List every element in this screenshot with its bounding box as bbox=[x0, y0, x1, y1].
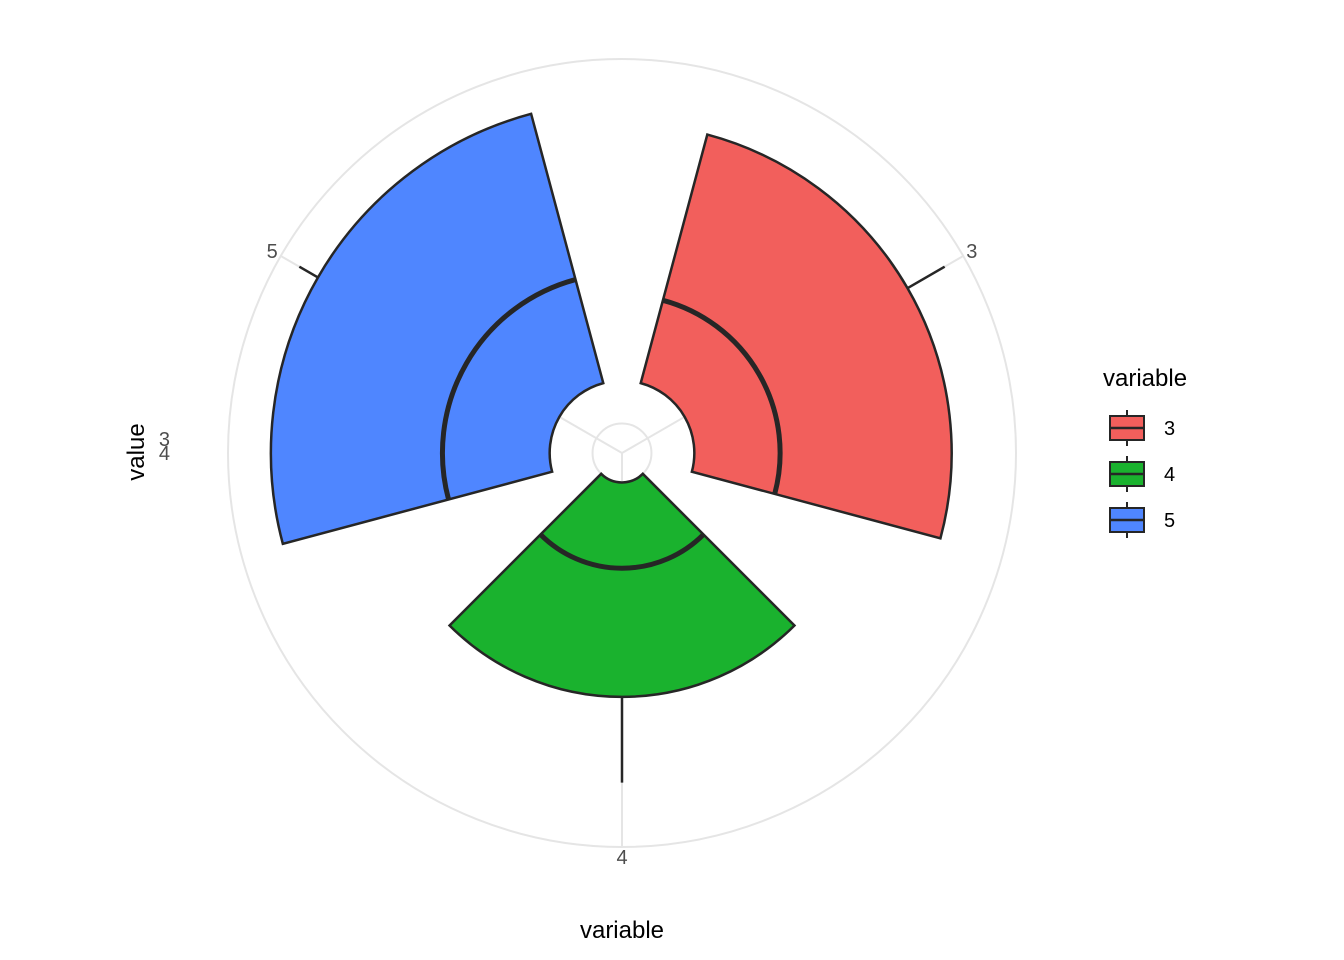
y-tick-label: 3 bbox=[159, 429, 170, 451]
y-axis-title: value bbox=[123, 423, 150, 480]
legend-label: 3 bbox=[1164, 418, 1175, 440]
box-4 bbox=[447, 472, 797, 783]
legend-label: 4 bbox=[1164, 464, 1175, 486]
box-body bbox=[639, 133, 953, 540]
box-5 bbox=[269, 112, 605, 546]
median-arc bbox=[439, 277, 577, 501]
box-body bbox=[447, 472, 797, 699]
legend-item-4: 4 bbox=[1109, 456, 1175, 492]
median-arc bbox=[662, 297, 783, 495]
whisker-upper bbox=[906, 265, 946, 290]
whisker-upper bbox=[298, 265, 319, 279]
box-body bbox=[269, 112, 605, 546]
legend-label: 5 bbox=[1164, 510, 1175, 532]
y-tick-label: 4 bbox=[159, 443, 170, 465]
boxes-layer bbox=[269, 112, 953, 783]
box-3 bbox=[639, 133, 953, 540]
x-tick-label: 5 bbox=[267, 241, 278, 263]
legend: variable 3 4 5 bbox=[1103, 365, 1187, 538]
x-axis-title: variable bbox=[580, 917, 664, 944]
x-tick-label: 3 bbox=[966, 241, 977, 263]
legend-item-3: 3 bbox=[1109, 410, 1175, 446]
legend-item-5: 5 bbox=[1109, 502, 1175, 538]
median-arc bbox=[538, 532, 706, 571]
tick-labels-layer: 3 4 5 bbox=[267, 241, 978, 869]
legend-keys: 3 4 5 bbox=[1109, 410, 1175, 538]
x-tick-label: 4 bbox=[616, 847, 627, 869]
legend-title: variable bbox=[1103, 365, 1187, 392]
